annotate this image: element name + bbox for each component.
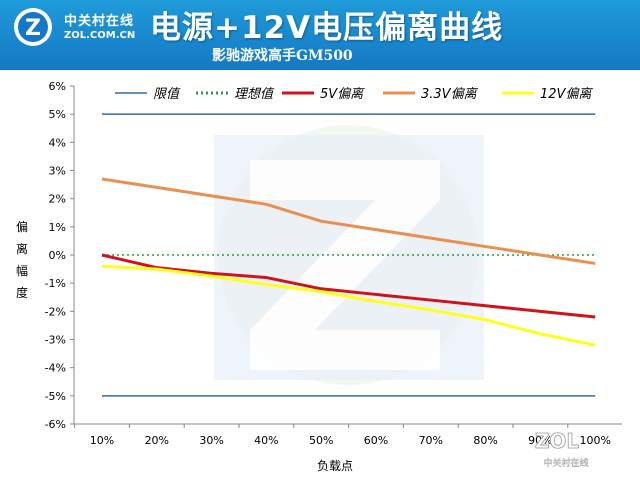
y-tick-label: -3% — [45, 334, 66, 347]
legend-label: 12V偏离 — [540, 86, 593, 102]
y-tick-label: -6% — [45, 418, 66, 431]
corner-watermark: ZOL 中关村在线 — [534, 429, 588, 470]
legend-label: 限值 — [153, 87, 181, 102]
x-tick-label: 10% — [90, 434, 114, 447]
x-tick-label: 100% — [579, 434, 610, 447]
page-subtitle: 影驰游戏高手GM500 — [212, 48, 353, 64]
x-tick-label: 30% — [199, 434, 223, 447]
series-line-2 — [101, 253, 596, 319]
y-tick-label: 6% — [49, 80, 66, 93]
y-tick-label: -1% — [45, 277, 66, 290]
x-tick-label: 40% — [254, 434, 278, 447]
y-axis-label-2: 离 — [16, 242, 29, 256]
y-tick-label: -2% — [45, 305, 66, 318]
logo-text-en: ZOL.COM.CN — [64, 30, 136, 41]
corner-watermark-text: ZOL — [535, 429, 580, 453]
y-tick-label: 4% — [49, 136, 66, 149]
x-axis: 10% 20% 30% 40% 50% 60% 70% 80% 90% 100% — [74, 423, 622, 447]
zol-logo-icon: Z — [14, 8, 52, 46]
x-axis-label: 负载点 — [317, 459, 353, 473]
legend: 限值 理想值 5V偏离 3.3V偏离 12V偏离 — [115, 86, 593, 102]
y-axis-label-3: 幅 — [16, 264, 29, 278]
series-lines — [101, 113, 596, 397]
page-title: 电源+12V电压偏离曲线 — [150, 10, 504, 46]
y-axis-label-1: 偏 — [16, 220, 29, 234]
x-tick-label: 90% — [528, 434, 552, 447]
y-tick-label: 5% — [49, 108, 66, 121]
x-tick-label: 60% — [364, 434, 388, 447]
y-tick-label: -5% — [45, 390, 66, 403]
logo-text-cn: 中关村在线 — [64, 14, 135, 29]
logo-glyph: Z — [25, 16, 41, 41]
x-tick-label: 70% — [419, 434, 443, 447]
y-axis-label-4: 度 — [16, 286, 29, 300]
x-tick-label: 20% — [145, 434, 169, 447]
x-tick-label: 80% — [473, 434, 497, 447]
legend-label: 3.3V偏离 — [421, 86, 479, 102]
legend-label: 5V偏离 — [320, 86, 365, 102]
y-tick-label: 0% — [49, 249, 66, 262]
header-banner: Z 中关村在线 ZOL.COM.CN 电源+12V电压偏离曲线 影驰游戏高手GM… — [0, 0, 640, 70]
y-tick-label: -4% — [45, 362, 66, 375]
x-tick-label: 50% — [309, 434, 333, 447]
y-tick-label: 1% — [49, 221, 66, 234]
corner-watermark-sub: 中关村在线 — [543, 457, 588, 469]
legend-label: 理想值 — [234, 87, 275, 102]
y-tick-label: 3% — [49, 165, 66, 178]
y-tick-label: 2% — [49, 193, 66, 206]
y-axis: -6% -5% -4% -3% -2% -1% 0% 1% 2% 3% 4% 5% 6% — [45, 80, 75, 431]
series-line-4 — [101, 264, 596, 347]
series-line-3 — [101, 177, 596, 265]
